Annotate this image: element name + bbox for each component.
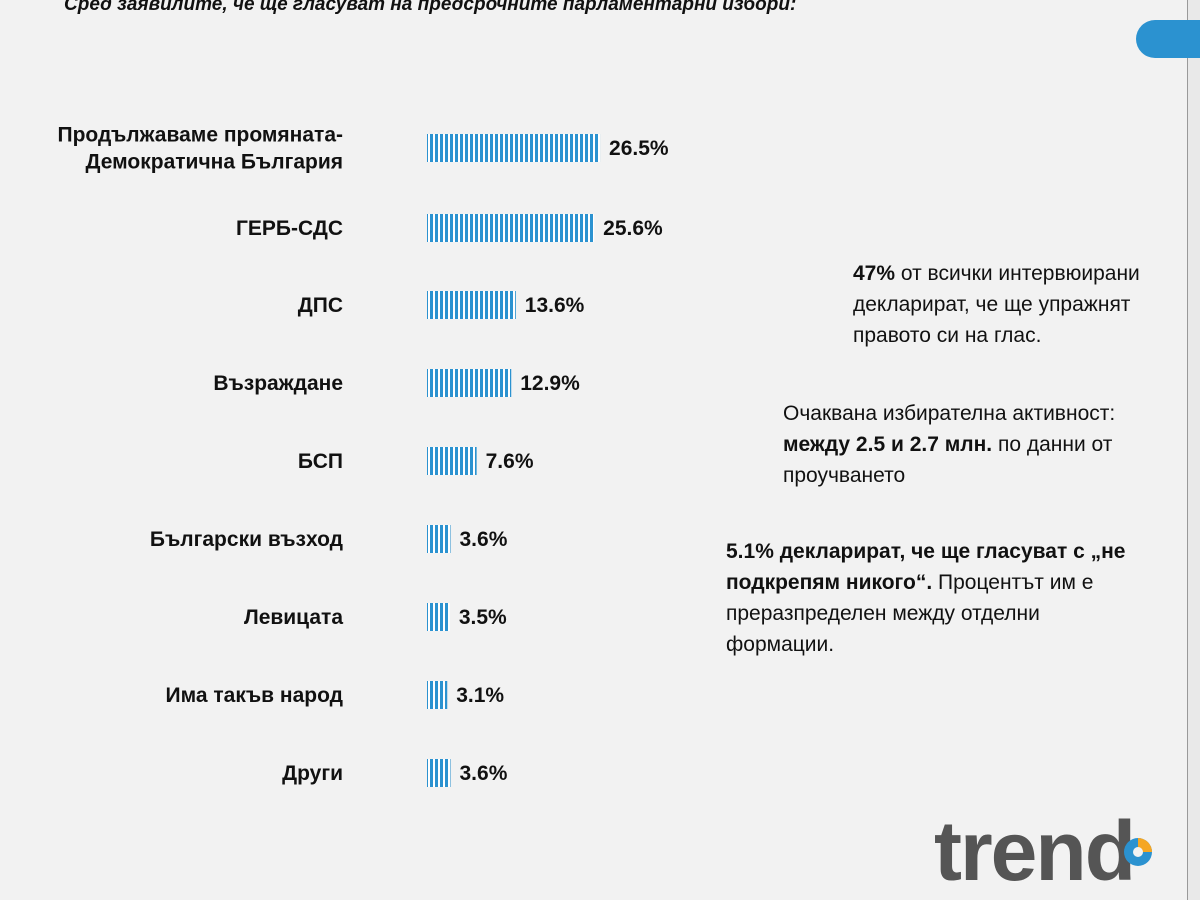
category-label: Възраждане — [213, 372, 343, 395]
note-support-none-text: Процентът им е преразпределен между отде… — [726, 571, 1094, 656]
category-label: Български възход — [150, 528, 343, 551]
bar — [427, 681, 448, 709]
category-label: ДПС — [298, 294, 343, 317]
category-label: ГЕРБ-СДС — [236, 217, 343, 240]
value-label: 12.9% — [520, 372, 580, 395]
category-label: Има такъв народ — [166, 684, 343, 707]
note-expected-activity-text: по данни от проучването — [783, 433, 1113, 487]
value-label: 25.6% — [603, 217, 663, 240]
trend-logo: trend — [934, 804, 1152, 898]
bar — [427, 369, 512, 397]
bar — [427, 291, 516, 319]
value-label: 3.5% — [459, 606, 507, 629]
bar — [427, 447, 477, 475]
category-label: Левицата — [244, 606, 343, 629]
note-expected-activity-bold: между 2.5 и 2.7 млн. — [783, 433, 993, 456]
bar — [427, 214, 595, 242]
bar — [427, 525, 451, 553]
logo-text: trend — [934, 804, 1134, 898]
value-label: 13.6% — [525, 294, 585, 317]
value-label: 26.5% — [609, 137, 669, 160]
bar — [427, 759, 451, 787]
value-label: 3.6% — [460, 762, 508, 785]
bar — [427, 603, 450, 631]
category-label: БСП — [298, 450, 343, 473]
page-edge — [1187, 0, 1200, 900]
category-label: Други — [282, 762, 343, 785]
value-label: 7.6% — [486, 450, 534, 473]
value-label: 3.1% — [456, 684, 504, 707]
note-turnout-share: 47% от всички интервюирани декларират, ч… — [853, 258, 1183, 351]
note-expected-activity-lead: Очаквана избирателна активност: — [783, 402, 1116, 425]
bar-chart: Продължаваме промяната-Демократична Бълг… — [57, 124, 669, 787]
note-support-none-bold: 5.1% декларират, че ще гласуват с „не по… — [726, 540, 1126, 594]
chart-title: Сред заявилите, че ще гласуват на предср… — [64, 0, 797, 15]
category-label: Продължаваме промяната-Демократична Бълг… — [57, 124, 343, 174]
accent-tab — [1136, 20, 1200, 58]
note-expected-activity: Очаквана избирателна активност: между 2.… — [783, 398, 1173, 491]
bar — [427, 134, 601, 162]
note-turnout-share-text: от всички интервюирани декларират, че ще… — [853, 262, 1140, 347]
note-support-none: 5.1% декларират, че ще гласуват с „не по… — [726, 536, 1146, 660]
note-turnout-share-bold: 47% — [853, 262, 896, 285]
value-label: 3.6% — [460, 528, 508, 551]
logo-pie-icon — [1124, 838, 1152, 866]
